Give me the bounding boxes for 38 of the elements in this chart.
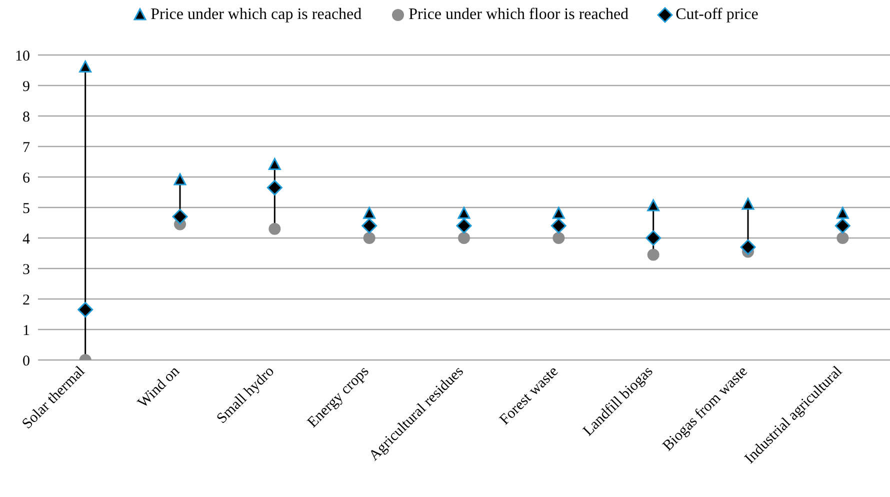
point <box>78 302 94 318</box>
point <box>268 158 281 170</box>
y-tick-label: 6 <box>22 170 30 186</box>
y-tick-label: 7 <box>22 140 30 156</box>
legend-label: Price under which cap is reached <box>150 6 362 24</box>
point <box>740 239 756 255</box>
point <box>834 218 850 234</box>
point <box>363 232 376 244</box>
point <box>172 208 188 224</box>
point <box>458 232 470 244</box>
point <box>268 222 281 235</box>
point <box>550 218 566 234</box>
y-tick-label: 10 <box>15 48 30 64</box>
y-tick-label: 0 <box>22 353 30 370</box>
point <box>836 232 849 244</box>
point <box>79 60 92 72</box>
point <box>552 232 565 244</box>
y-tick-label: 5 <box>22 200 30 217</box>
legend-label: Price under which floor is reached <box>408 6 629 24</box>
point <box>647 199 660 212</box>
point <box>363 206 376 219</box>
y-tick-label: 3 <box>22 262 30 278</box>
point <box>174 173 186 186</box>
point <box>646 230 662 246</box>
y-tick-label: 9 <box>22 78 30 95</box>
point <box>456 218 472 234</box>
y-tick-label: 2 <box>22 292 30 308</box>
point <box>742 198 754 210</box>
point <box>552 206 565 219</box>
y-tick-label: 1 <box>22 322 30 339</box>
point <box>458 206 470 219</box>
y-tick-label: 4 <box>22 231 30 248</box>
y-tick-label: 8 <box>22 109 30 126</box>
point <box>362 218 378 234</box>
point <box>266 180 282 196</box>
legend-label: Cut-off price <box>676 6 758 24</box>
point <box>836 206 849 219</box>
point <box>647 248 660 261</box>
